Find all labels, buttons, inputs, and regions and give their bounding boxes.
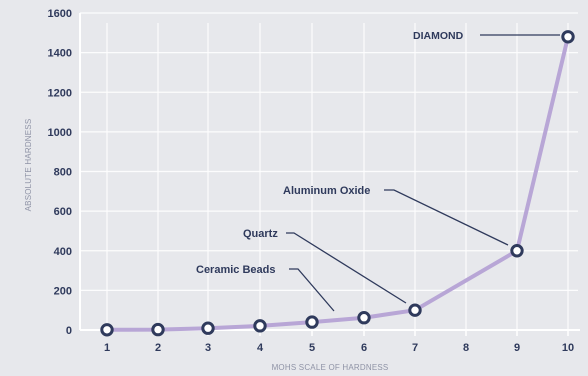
y-tick-label: 1000 [48,127,72,139]
x-tick-label: 5 [309,342,315,354]
y-tick-label: 0 [66,325,72,337]
data-point [253,319,267,333]
x-tick-label: 4 [257,342,264,354]
data-point [561,30,575,44]
data-point [151,322,165,337]
annotations: DIAMOND Aluminum Oxide Quartz Ceramic Beads [196,30,464,276]
data-point [305,315,319,329]
annotation-leader-line [286,232,407,304]
x-tick-label: 7 [412,342,418,354]
y-tick-label: 800 [54,167,72,179]
data-point [408,303,422,317]
y-tick-label: 1400 [48,48,72,60]
grid [80,12,578,330]
x-tick-label: 6 [361,342,367,354]
annotation-leader-line [289,268,335,312]
annotation-label: Quartz [243,228,278,240]
x-tick-label: 2 [155,342,161,354]
annotation-leader-line [384,189,509,246]
data-point [201,321,215,335]
x-tick-label: 10 [562,342,574,354]
series [100,30,575,337]
y-tick-label: 600 [54,206,72,218]
y-axis-title: ABSOLUTE HARDNESS [24,119,33,212]
x-tick-label: 9 [514,342,520,354]
x-tick-label: 8 [463,342,469,354]
data-point [510,244,524,258]
data-point [357,311,371,325]
y-tick-label: 1200 [48,87,72,99]
x-axis-title: MOHS SCALE OF HARDNESS [272,363,389,372]
x-tick-label: 1 [104,342,110,354]
annotation-label: DIAMOND [413,30,464,42]
y-tick-label: 1600 [48,8,72,20]
annotation-leaders [286,34,560,312]
annotation-label: Aluminum Oxide [283,185,370,197]
y-tick-label: 200 [54,285,72,297]
y-tick-label: 400 [54,246,72,258]
annotation-label: Ceramic Beads [196,264,276,276]
y-ticks: 0 200 400 600 800 1000 1200 1400 1600 [48,8,72,337]
data-point [100,323,114,337]
x-tick-label: 3 [205,342,211,354]
